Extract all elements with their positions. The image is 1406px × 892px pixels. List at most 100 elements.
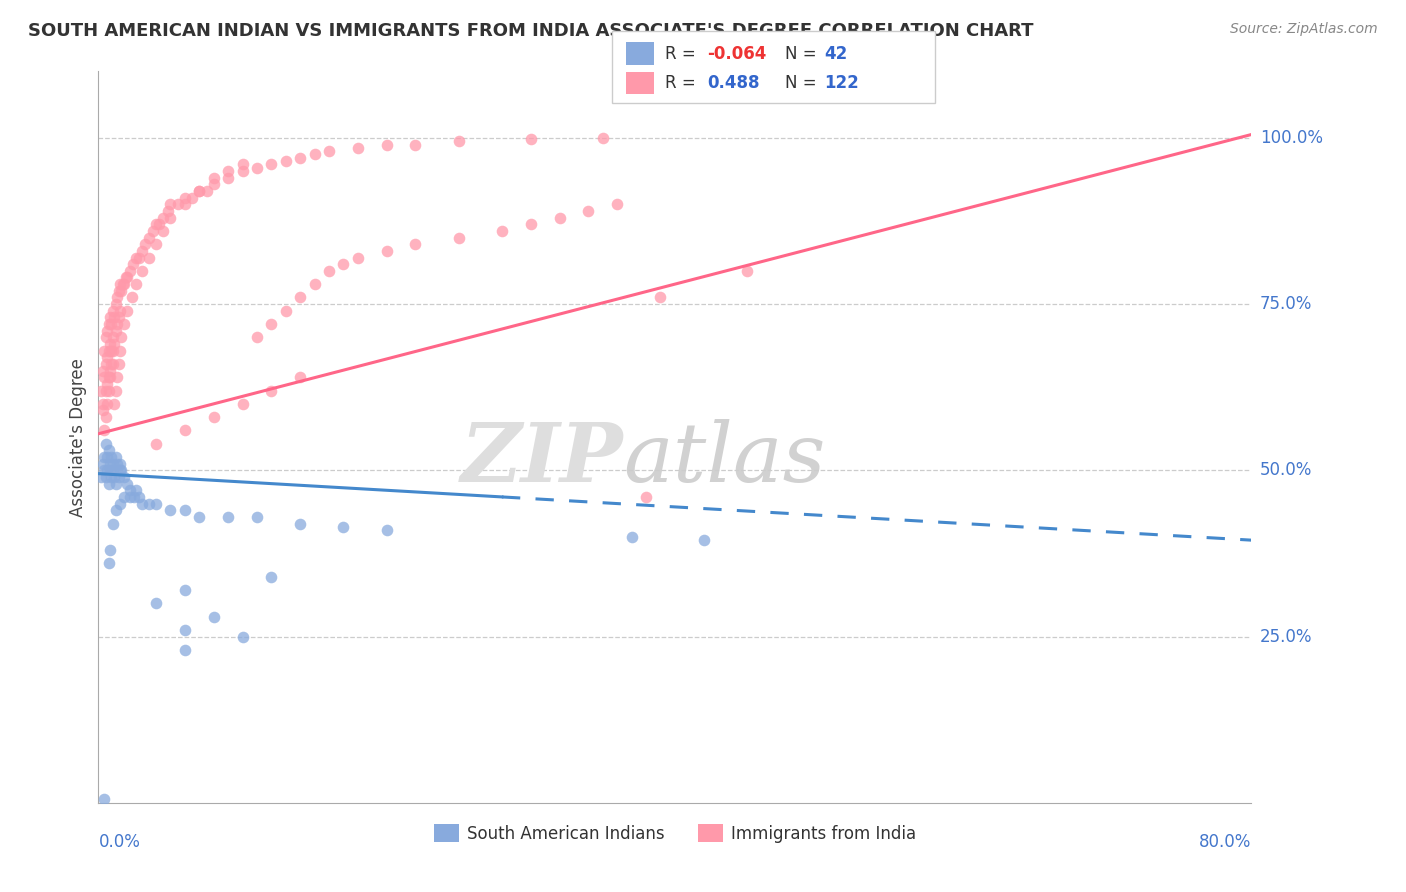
Point xyxy=(134,237,156,252)
Point xyxy=(145,596,167,610)
Point xyxy=(98,310,121,325)
Point xyxy=(231,164,254,178)
Point xyxy=(405,237,427,252)
Point xyxy=(100,317,122,331)
Point xyxy=(101,357,124,371)
Text: atlas: atlas xyxy=(623,419,825,499)
Point xyxy=(125,277,148,292)
Point xyxy=(98,463,121,477)
Point xyxy=(93,450,115,464)
Point xyxy=(138,230,160,244)
Point xyxy=(104,384,127,398)
Point xyxy=(104,503,127,517)
Point xyxy=(195,184,218,198)
Point xyxy=(96,324,118,338)
Point xyxy=(100,470,122,484)
Point xyxy=(260,570,283,584)
Point xyxy=(121,290,143,304)
Point xyxy=(260,317,283,331)
Point xyxy=(188,509,211,524)
Point xyxy=(91,363,114,377)
Point xyxy=(260,384,283,398)
Point xyxy=(101,303,124,318)
Point xyxy=(131,497,153,511)
Point xyxy=(110,330,132,344)
Point xyxy=(103,310,125,325)
Point xyxy=(110,284,132,298)
Point xyxy=(246,161,269,175)
Point xyxy=(112,317,135,331)
Point xyxy=(174,503,197,517)
Point xyxy=(274,303,297,318)
Point xyxy=(174,424,197,438)
Point xyxy=(120,264,142,278)
Point xyxy=(93,370,115,384)
Point xyxy=(231,157,254,171)
Point xyxy=(104,450,127,464)
Point xyxy=(290,151,312,165)
Point xyxy=(735,264,758,278)
Point xyxy=(318,144,340,158)
Point xyxy=(491,224,513,238)
Point xyxy=(98,370,121,384)
Point xyxy=(101,343,124,358)
Text: 42: 42 xyxy=(824,45,848,62)
Point xyxy=(96,450,118,464)
Point xyxy=(98,543,121,558)
Point xyxy=(108,303,131,318)
Point xyxy=(93,343,115,358)
Point xyxy=(202,170,225,185)
Point xyxy=(91,457,114,471)
Point xyxy=(142,224,165,238)
Point xyxy=(107,470,129,484)
Point xyxy=(290,370,312,384)
Point xyxy=(231,397,254,411)
Point xyxy=(217,509,239,524)
Text: N =: N = xyxy=(785,45,821,62)
Text: 50.0%: 50.0% xyxy=(1260,461,1312,479)
Point xyxy=(112,470,135,484)
Point xyxy=(124,490,146,504)
Point xyxy=(202,410,225,425)
Point xyxy=(117,270,139,285)
Point xyxy=(578,204,600,219)
Text: 0.0%: 0.0% xyxy=(98,833,141,851)
Point xyxy=(318,264,340,278)
Point xyxy=(94,384,117,398)
Point xyxy=(332,520,354,534)
Point xyxy=(114,270,136,285)
Point xyxy=(174,623,197,637)
Point xyxy=(108,277,131,292)
Point xyxy=(94,470,117,484)
Y-axis label: Associate's Degree: Associate's Degree xyxy=(69,358,87,516)
Point xyxy=(108,457,131,471)
Point xyxy=(290,516,312,531)
Point xyxy=(520,217,543,231)
Point xyxy=(447,134,470,148)
Point xyxy=(125,251,148,265)
Point xyxy=(231,630,254,644)
Point xyxy=(94,357,117,371)
Point xyxy=(100,450,122,464)
Point xyxy=(97,343,120,358)
Point xyxy=(112,277,135,292)
Point xyxy=(101,463,124,477)
Point xyxy=(145,237,167,252)
Point xyxy=(181,191,204,205)
Point xyxy=(520,132,543,146)
Point xyxy=(159,211,181,225)
Point xyxy=(166,197,188,211)
Point xyxy=(93,792,115,806)
Point xyxy=(202,178,225,192)
Point xyxy=(260,157,283,171)
Point xyxy=(120,490,142,504)
Point xyxy=(96,351,118,365)
Point xyxy=(112,490,135,504)
Text: 122: 122 xyxy=(824,74,859,92)
Point xyxy=(128,251,150,265)
Text: 0.488: 0.488 xyxy=(707,74,759,92)
Point xyxy=(105,457,128,471)
Point xyxy=(91,403,114,417)
Point xyxy=(100,343,122,358)
Point xyxy=(104,476,127,491)
